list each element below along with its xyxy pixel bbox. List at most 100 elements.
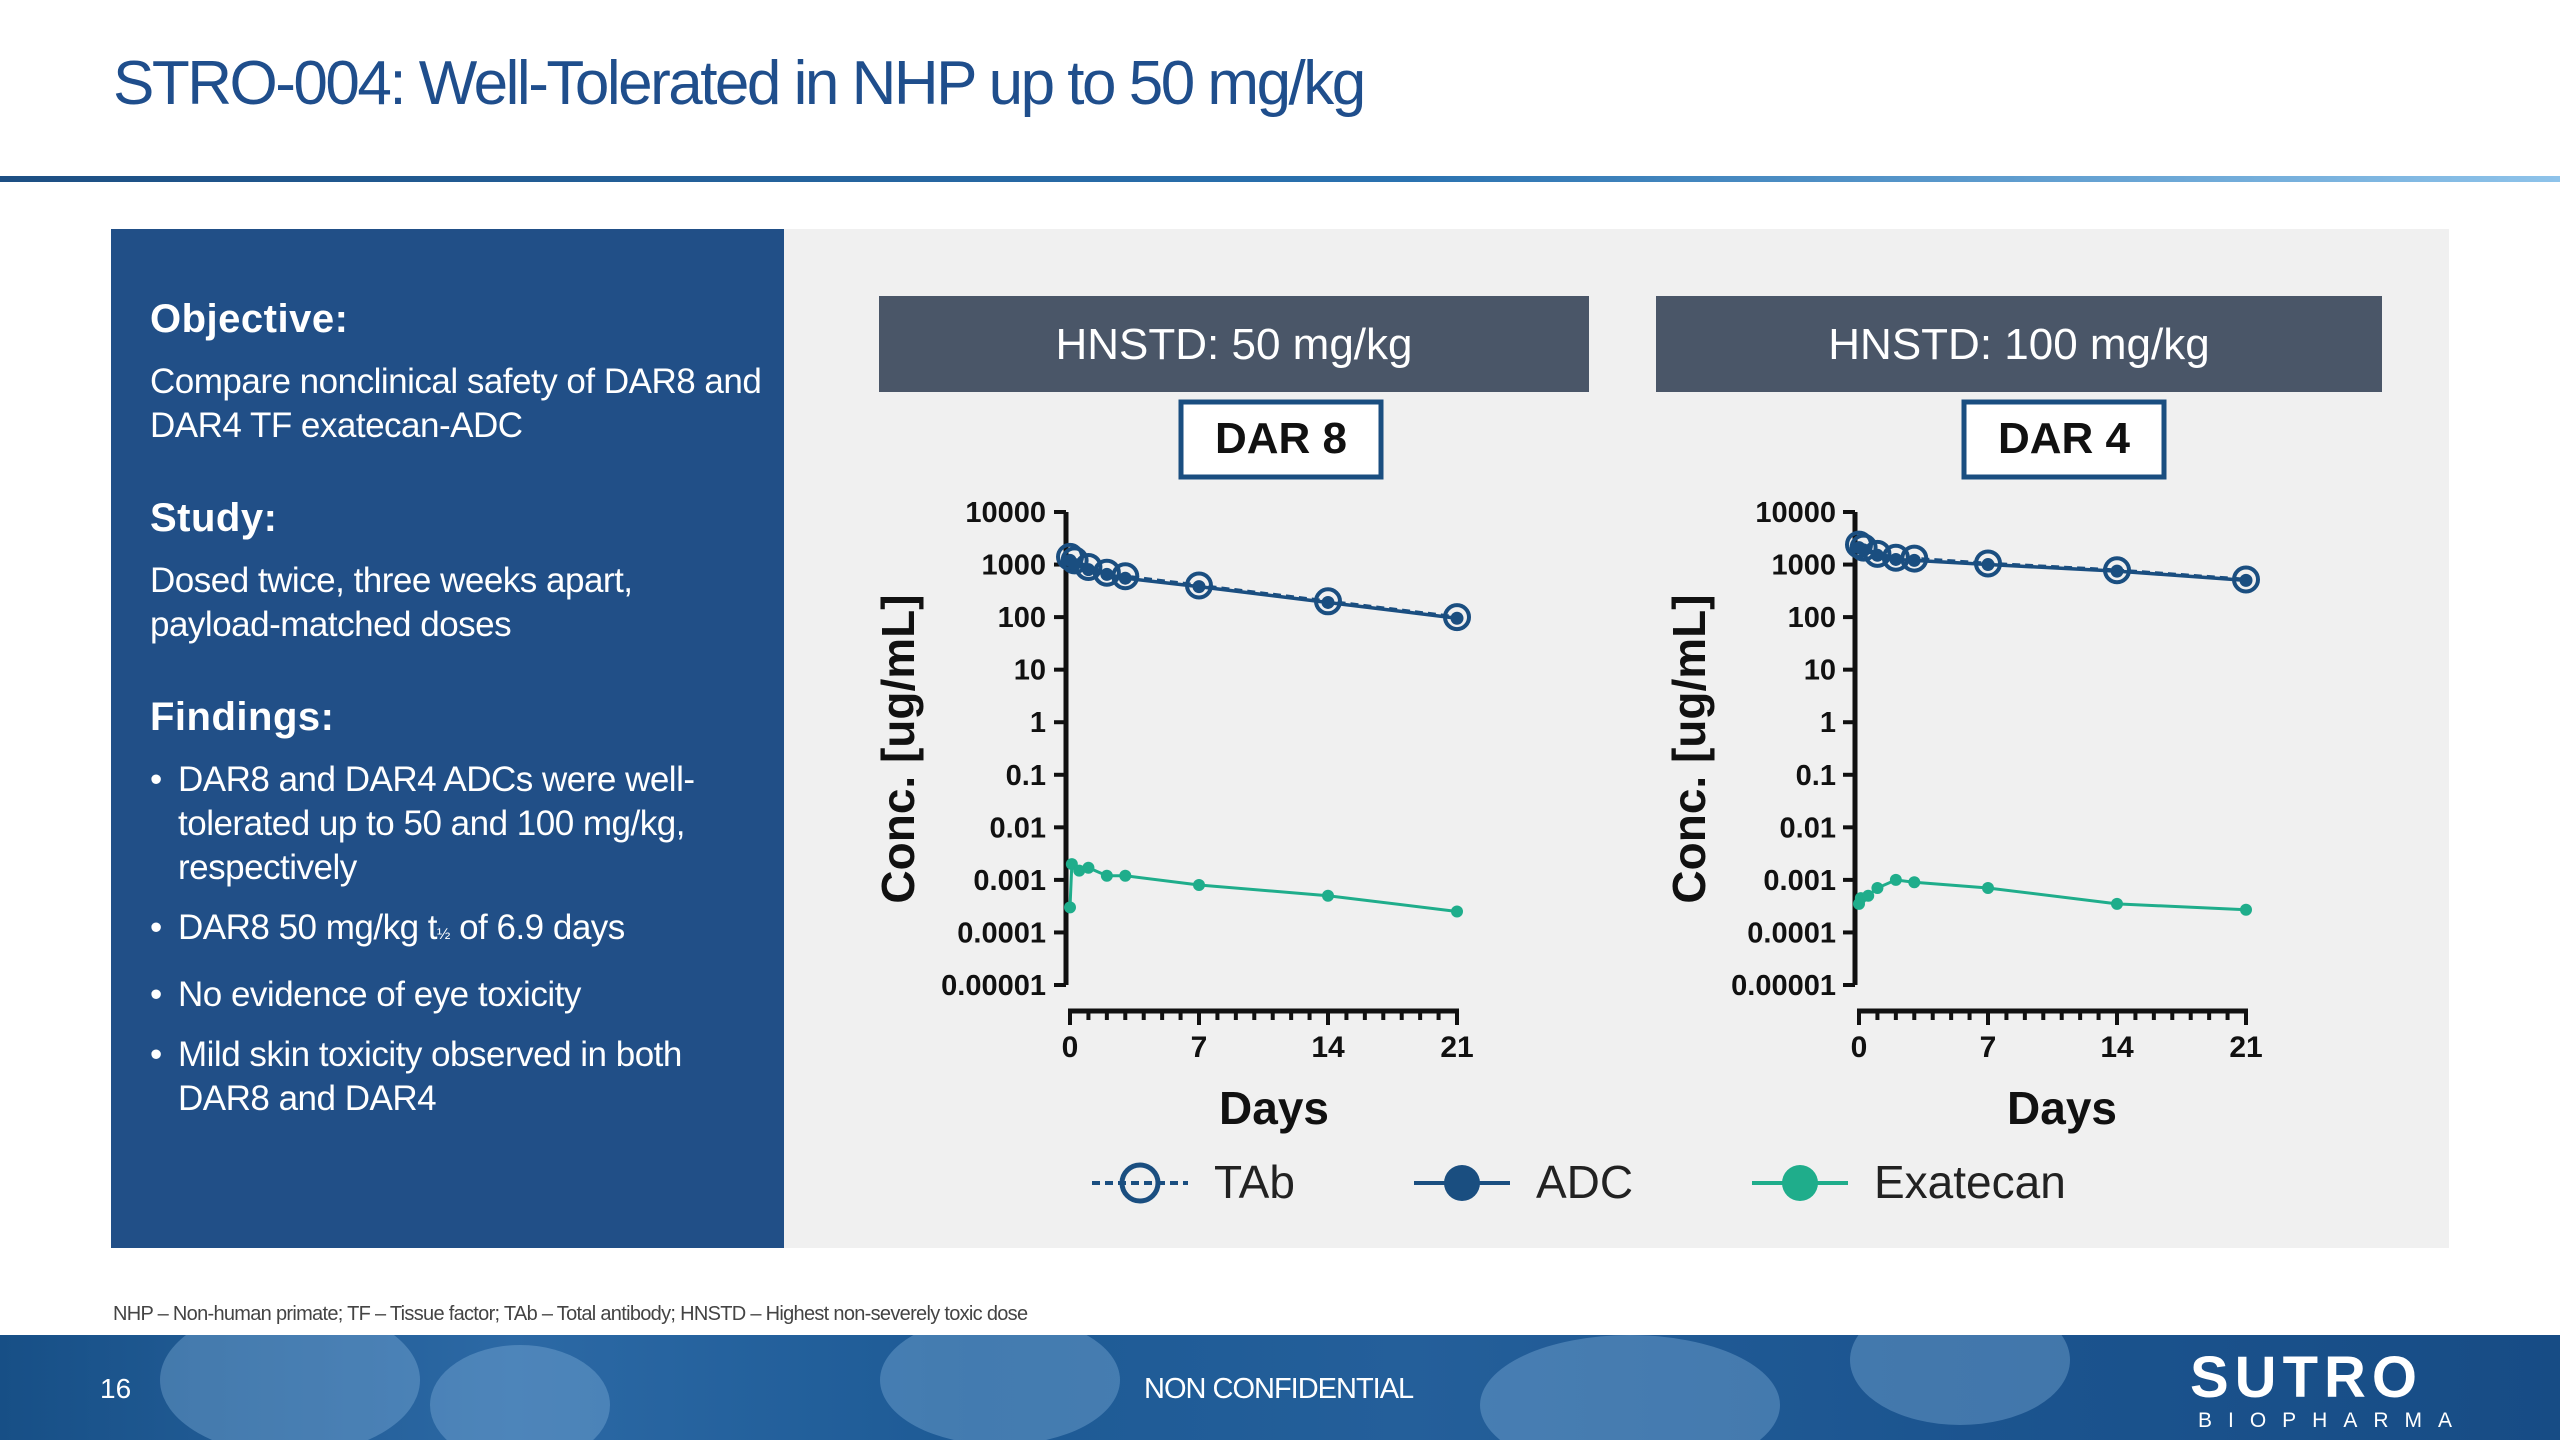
footer-bar: 16 NON CONFIDENTIAL SUTRO BIOPHARMA [0, 1335, 2560, 1440]
y-tick-label: 0.0001 [1747, 917, 1836, 949]
hnstd-header-box [1656, 296, 2382, 392]
logo-subtitle: BIOPHARMA [2198, 1409, 2469, 1432]
legend-label: ADC [1536, 1156, 1633, 1208]
y-tick-label: 0.00001 [941, 970, 1046, 1002]
adc-point [1081, 563, 1095, 577]
finding-item: • DAR8 50 mg/kg t½ of 6.9 days [150, 906, 770, 957]
finding-subscript: ½ [437, 926, 450, 943]
legend-marker-filled [1782, 1165, 1818, 1201]
study-text: Dosed twice, three weeks apart, payload-… [150, 561, 633, 644]
decorative-blob [1480, 1335, 1780, 1440]
y-tick-label: 10 [1014, 655, 1046, 687]
y-tick-label: 1000 [981, 550, 1046, 582]
dar-label-box [1961, 399, 2167, 480]
confidentiality-label: NON CONFIDENTIAL [1144, 1373, 1414, 1405]
adc-point [1889, 552, 1903, 566]
exatecan-point [1322, 889, 1334, 902]
study-heading: Study: [150, 496, 278, 540]
legend-marker-open [1119, 1162, 1161, 1204]
summary-content: Objective: Compare nonclinical safety of… [150, 297, 770, 1137]
adc-point [1068, 558, 1082, 572]
finding-text: Mild skin toxicity observed in both DAR8… [178, 1035, 682, 1118]
exatecan-point [1871, 882, 1884, 895]
y-tick-label: 10000 [965, 497, 1046, 529]
slide-title: STRO-004: Well-Tolerated in NHP up to 50… [113, 49, 1366, 118]
legend-marker-filled [1444, 1165, 1480, 1201]
adc-point [1870, 548, 1884, 562]
x-tick-label: 14 [1311, 1031, 1345, 1064]
exatecan-point [1451, 905, 1463, 918]
footnote: NHP – Non-human primate; TF – Tissue fac… [113, 1303, 1028, 1325]
hnstd-header-text: HNSTD: 100 mg/kg [1828, 320, 2209, 369]
legend-label: Exatecan [1874, 1156, 2066, 1208]
x-tick-label: 21 [2229, 1031, 2262, 1064]
hnstd-header-text: HNSTD: 50 mg/kg [1056, 320, 1413, 369]
y-tick-label: 100 [1788, 602, 1836, 634]
adc-point [1118, 571, 1132, 585]
decorative-blob [1850, 1335, 2070, 1425]
bullet-dot: • [150, 908, 162, 947]
finding-item: • No evidence of eye toxicity [150, 973, 770, 1017]
dar-label-text: DAR 8 [1215, 414, 1347, 463]
exatecan-point [1100, 869, 1113, 882]
y-tick-label: 0.001 [973, 865, 1046, 897]
legend-label: TAb [1214, 1156, 1295, 1208]
exatecan-point [1889, 873, 1902, 886]
bullet-dot: • [150, 760, 162, 799]
adc-point [1192, 580, 1206, 594]
sutro-logo: SUTRO BIOPHARMA [2190, 1349, 2468, 1433]
charts-panel: HNSTD: 50 mg/kg DAR 8 10000 1000 100 10 1 0.1 0.… [784, 229, 2449, 1248]
tab-point [1060, 546, 1089, 575]
exatecan-point [2111, 897, 2123, 910]
decorative-blob [880, 1335, 1120, 1440]
y-tick-label: 10000 [1755, 497, 1836, 529]
exatecan-point [1908, 876, 1921, 889]
finding-item: • Mild skin toxicity observed in both DA… [150, 1033, 770, 1121]
y-tick-label: 0.1 [1006, 760, 1046, 792]
hnstd-header-box [879, 296, 1589, 392]
adc-point [1100, 567, 1114, 581]
y-axis-title: Conc. [ug/mL] [872, 594, 924, 903]
bullet-dot: • [150, 975, 162, 1014]
title-divider [0, 176, 2560, 182]
y-tick-label: 0.1 [1796, 760, 1836, 792]
objective-text: Compare nonclinical safety of DAR8 and D… [150, 362, 762, 445]
objective-heading: Objective: [150, 297, 349, 341]
x-tick-label: 0 [1851, 1031, 1868, 1064]
y-tick-label: 100 [998, 602, 1046, 634]
finding-text-post: of 6.9 days [449, 908, 625, 947]
y-tick-label: 0.001 [1763, 865, 1836, 897]
y-tick-label: 10 [1804, 655, 1836, 687]
finding-text: No evidence of eye toxicity [178, 975, 581, 1014]
exatecan-point [2240, 903, 2252, 916]
finding-text-pre: DAR8 50 mg/kg t [178, 908, 438, 947]
finding-text: DAR8 and DAR4 ADCs were well-tolerated u… [178, 760, 695, 887]
summary-panel: Objective: Compare nonclinical safety of… [111, 229, 784, 1248]
y-axis-title: Conc. [ug/mL] [1663, 594, 1715, 903]
x-tick-label: 7 [1191, 1031, 1208, 1064]
x-tick-label: 21 [1440, 1031, 1473, 1064]
exatecan-point [1862, 889, 1875, 902]
dar-label-box [1178, 399, 1384, 480]
decorative-blob [160, 1335, 420, 1440]
exatecan-point [1119, 869, 1132, 882]
decorative-blob [430, 1345, 610, 1440]
findings-list: • DAR8 and DAR4 ADCs were well-tolerated… [150, 758, 770, 1121]
tab-point [1849, 533, 1878, 562]
finding-item: • DAR8 and DAR4 ADCs were well-tolerated… [150, 758, 770, 890]
page-number: 16 [100, 1373, 132, 1404]
adc-point [1981, 558, 1995, 572]
y-tick-label: 1 [1030, 707, 1046, 739]
exatecan-point [1064, 901, 1076, 914]
x-axis-title: Days [2007, 1082, 2117, 1134]
x-tick-label: 7 [1980, 1031, 1997, 1064]
x-axis-title: Days [1219, 1082, 1329, 1134]
adc-point [1857, 543, 1871, 557]
dar-label-text: DAR 4 [1998, 414, 2131, 463]
y-tick-label: 0.01 [1780, 812, 1836, 844]
bullet-dot: • [150, 1035, 162, 1074]
logo-wordmark: SUTRO [2190, 1345, 2423, 1410]
adc-point [1907, 553, 1921, 567]
adc-point [2110, 564, 2124, 578]
